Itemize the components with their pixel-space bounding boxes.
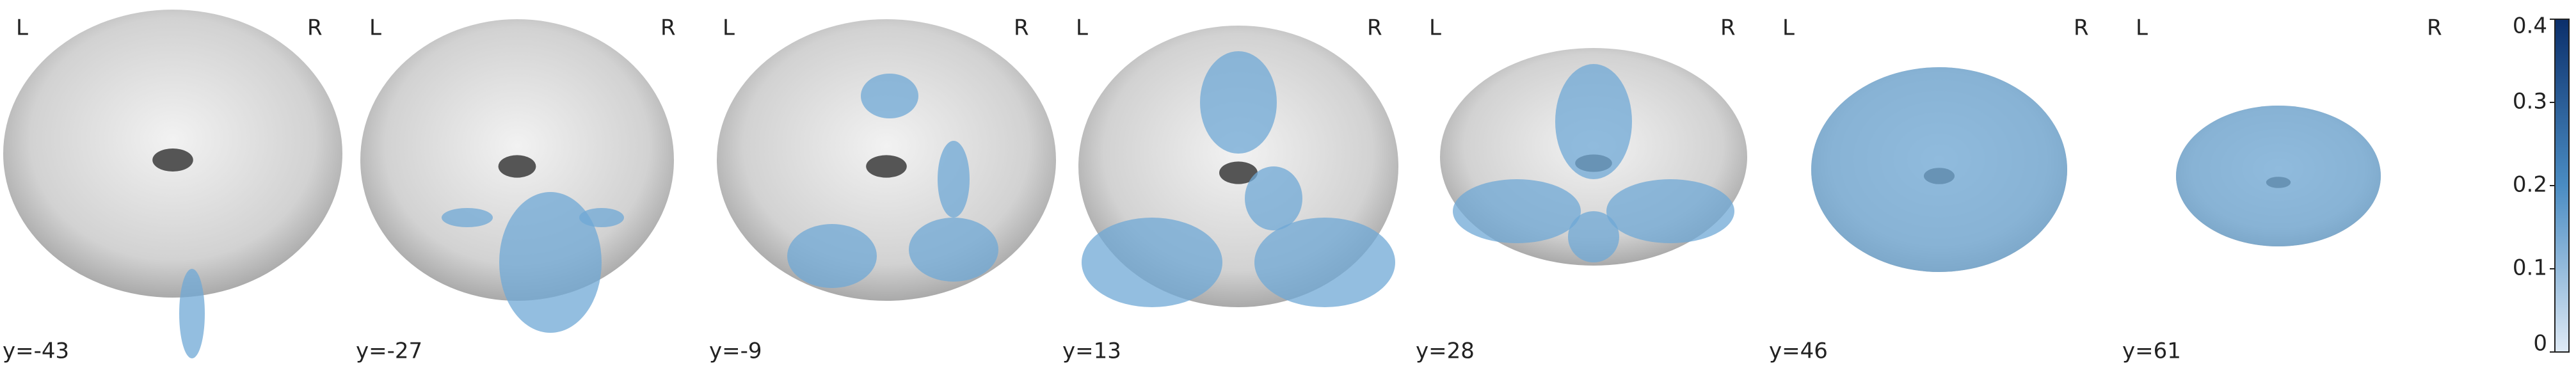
coordinate-label: y=-43 <box>3 339 69 364</box>
overlay <box>861 74 918 118</box>
ventricle <box>1219 161 1258 184</box>
overlay <box>499 192 602 333</box>
overlay <box>442 208 493 227</box>
ventricle <box>498 155 536 178</box>
colorbar-tick-label: 0.4 <box>2513 13 2547 39</box>
overlay <box>1555 64 1632 179</box>
colorbar <box>2554 19 2570 353</box>
left-label: L <box>2136 15 2148 41</box>
overlay <box>909 218 998 282</box>
right-label: R <box>1720 15 1736 41</box>
overlay <box>2176 106 2381 246</box>
coordinate-label: y=-27 <box>356 339 422 364</box>
coordinate-label: y=-9 <box>709 339 762 364</box>
right-label: R <box>2427 15 2442 41</box>
left-label: L <box>369 15 381 41</box>
right-label: R <box>2074 15 2089 41</box>
overlay <box>787 224 877 288</box>
overlay <box>1254 218 1395 307</box>
overlay <box>579 208 624 227</box>
right-label: R <box>660 15 676 41</box>
left-label: L <box>1076 15 1088 41</box>
overlay <box>1811 67 2067 272</box>
left-label: L <box>16 15 28 41</box>
overlay <box>1200 51 1277 154</box>
overlay <box>1568 211 1619 262</box>
coordinate-label: y=28 <box>1416 339 1475 364</box>
overlay <box>938 141 970 218</box>
right-label: R <box>307 15 323 41</box>
overlay <box>179 269 205 358</box>
coordinate-label: y=61 <box>2122 339 2181 364</box>
colorbar-tick-label: 0 <box>2533 331 2547 356</box>
left-label: L <box>1429 15 1441 41</box>
colorbar-tick-label: 0.2 <box>2513 172 2547 198</box>
left-label: L <box>1782 15 1795 41</box>
left-label: L <box>723 15 735 41</box>
right-label: R <box>1014 15 1029 41</box>
coordinate-label: y=13 <box>1062 339 1121 364</box>
colorbar-tick-label: 0.3 <box>2513 89 2547 115</box>
overlay <box>1082 218 1222 307</box>
coordinate-label: y=46 <box>1769 339 1828 364</box>
ventricle <box>866 155 907 178</box>
overlay <box>1453 179 1581 243</box>
overlay <box>1245 166 1302 230</box>
overlay <box>1606 179 1734 243</box>
ventricle <box>152 148 193 172</box>
right-label: R <box>1367 15 1382 41</box>
colorbar-tick-label: 0.1 <box>2513 255 2547 281</box>
